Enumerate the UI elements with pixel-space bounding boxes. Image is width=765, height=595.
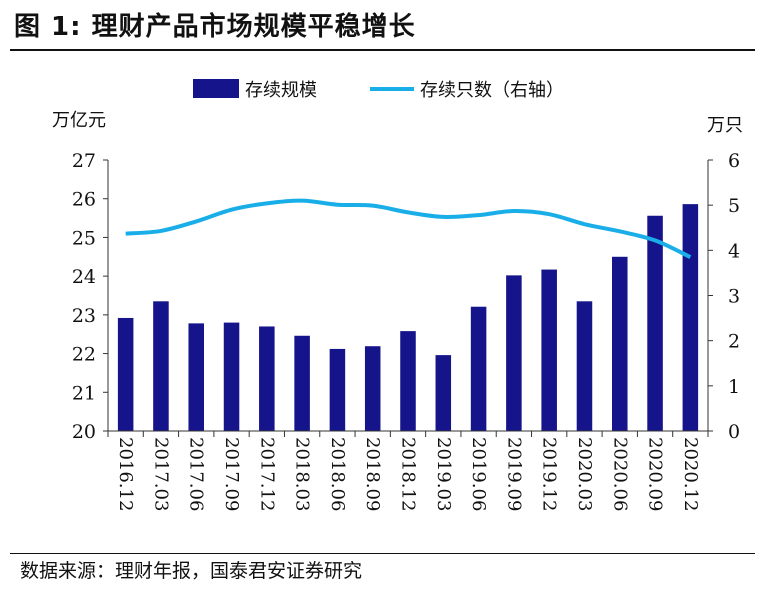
source-note: 数据来源：理财年报，国泰君安证券研究: [20, 560, 363, 582]
x-tick-label: 2017.12: [256, 437, 277, 511]
y-right-tick-label: 2: [728, 331, 740, 353]
y-left-tick-label: 20: [72, 421, 96, 443]
x-tick-label: 2016.12: [115, 437, 136, 511]
bar-2017.03: [153, 301, 169, 431]
y-left-tick-label: 22: [72, 344, 96, 366]
bar-2018.09: [364, 346, 381, 431]
x-tick-label: 2017.09: [221, 437, 242, 511]
y-right-tick-label: 5: [728, 195, 740, 217]
legend: 存续规模 存续只数（右轴）: [193, 79, 564, 101]
bar-2020.12: [682, 204, 699, 431]
bar-2017.12: [259, 326, 275, 431]
x-tick-label: 2020.12: [680, 437, 701, 511]
bar-2018.03: [294, 335, 310, 431]
chart-title: 图 1: 理财产品市场规模平稳增长: [14, 12, 416, 42]
footer-divider: [10, 553, 755, 554]
y-right-axis-label: 万只: [707, 115, 743, 136]
x-tick-label: 2019.09: [503, 437, 524, 511]
bar-2019.06: [470, 306, 487, 431]
x-tick-label: 2020.03: [574, 437, 595, 511]
y-right-tick-label: 1: [728, 376, 740, 398]
bar-2019.09: [506, 275, 522, 431]
x-tick-label: 2018.03: [292, 437, 313, 511]
x-tick-label: 2018.09: [362, 437, 383, 511]
legend-label-line: 存续只数（右轴）: [420, 80, 564, 101]
bar-2017.06: [188, 323, 204, 431]
x-tick-label: 2019.12: [539, 437, 560, 511]
y-left-tick-label: 27: [72, 150, 96, 172]
bar-2016.12: [117, 317, 134, 431]
line-path: [125, 198, 692, 259]
x-tick-label: 2020.06: [609, 437, 630, 511]
bar-2018.12: [400, 331, 416, 431]
x-tick-label: 2020.09: [645, 437, 666, 511]
bar-2020.03: [576, 301, 593, 431]
y-left-tick-label: 25: [72, 227, 96, 249]
bar-2019.12: [541, 269, 557, 431]
bar-2020.06: [612, 256, 628, 431]
x-tick-label: 2018.06: [327, 437, 348, 511]
line-series: [125, 198, 692, 259]
legend-label-bar: 存续规模: [245, 80, 317, 101]
y-left-axis-label: 万亿元: [52, 110, 106, 131]
y-left-tick-label: 21: [72, 382, 96, 404]
bar-2017.09: [223, 322, 240, 431]
x-tick-label: 2019.03: [433, 437, 454, 511]
bar-2020.09: [647, 215, 663, 431]
x-tick-label: 2017.03: [150, 437, 171, 511]
title-divider: [10, 49, 755, 51]
x-tick-label: 2017.06: [186, 437, 207, 511]
bar-2018.06: [329, 348, 346, 431]
y-left-tick-label: 26: [72, 189, 96, 211]
x-tick-label: 2018.12: [398, 437, 419, 511]
y-right-tick-label: 6: [728, 150, 740, 172]
y-right-tick-label: 4: [728, 240, 740, 262]
x-tick-label: 2019.06: [468, 437, 489, 511]
bar-series: [117, 204, 699, 431]
legend-swatch-bar: [193, 79, 239, 98]
y-right-tick-label: 0: [728, 421, 740, 443]
y-left-tick-label: 23: [72, 305, 96, 327]
y-right-tick-label: 3: [728, 286, 740, 308]
bar-2019.03: [435, 355, 452, 431]
y-left-tick-label: 24: [72, 266, 96, 288]
